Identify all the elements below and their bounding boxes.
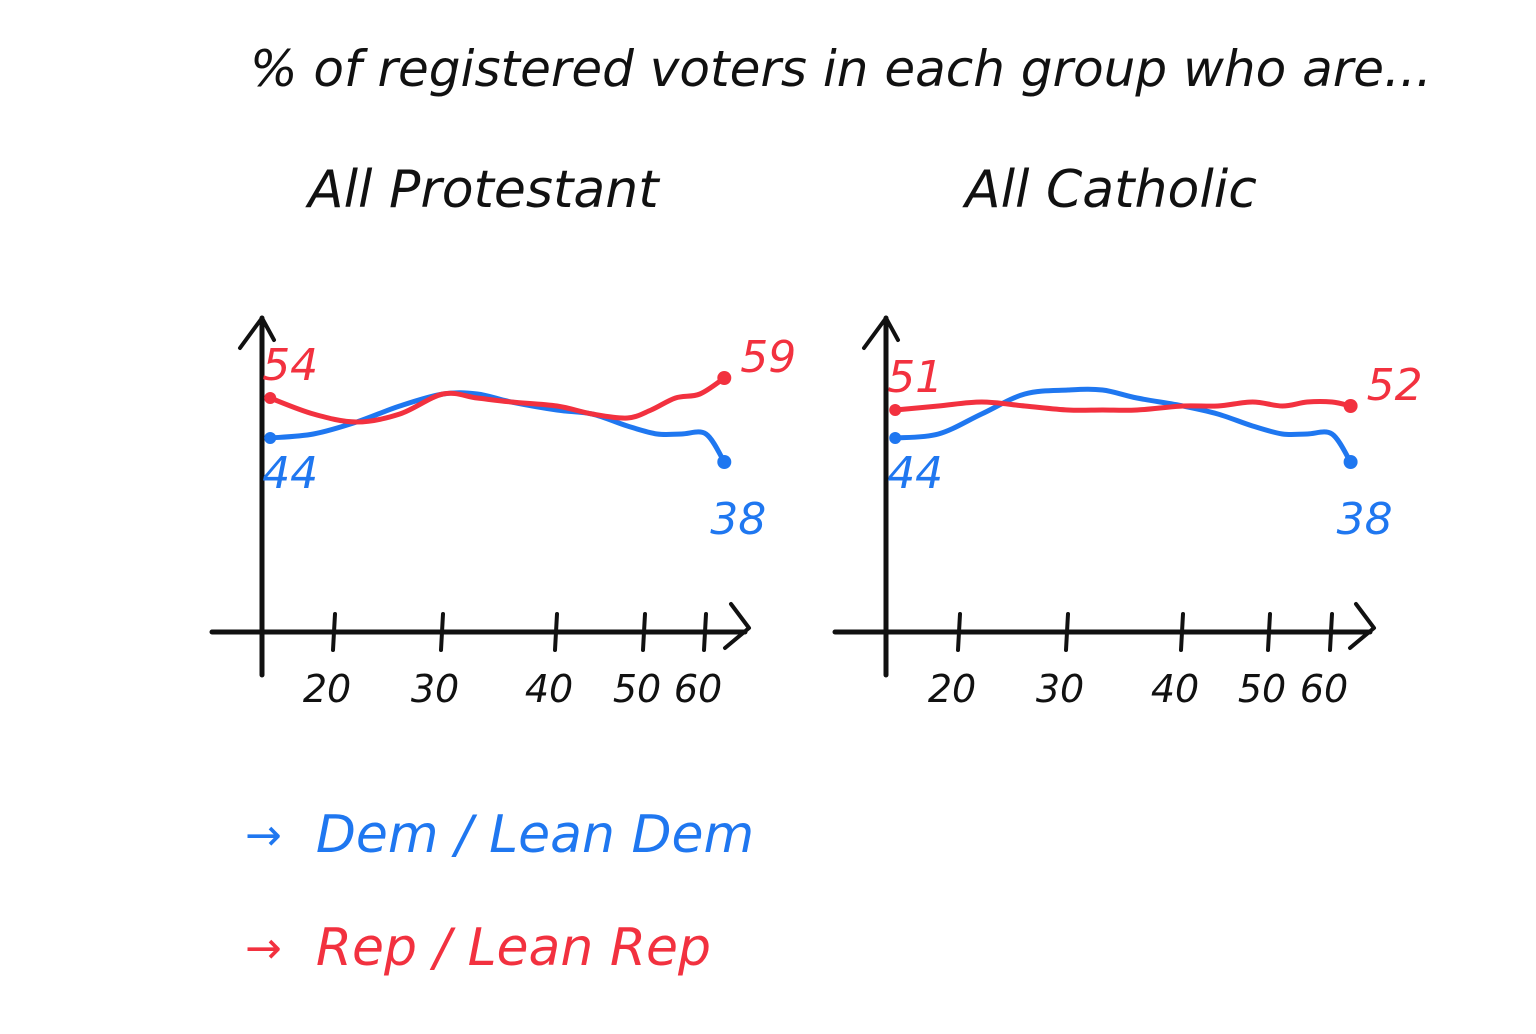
series-start-point-rep xyxy=(889,404,902,416)
series-end-point-dem xyxy=(717,455,732,469)
x-tick xyxy=(702,612,708,652)
x-tick xyxy=(439,612,445,652)
series-end-point-rep xyxy=(1343,399,1358,413)
x-tick xyxy=(1179,612,1185,652)
x-tick-label: 40 xyxy=(525,667,573,711)
series-end-point-dem xyxy=(1343,455,1358,469)
y-axis-arrow-icon xyxy=(238,316,276,350)
start-label-rep: 51 xyxy=(887,352,943,403)
legend-item-rep: → Rep / Lean Rep xyxy=(245,918,711,978)
panel-title-catholic: All Catholic xyxy=(965,160,1257,220)
start-label-dem: 44 xyxy=(887,448,943,499)
legend-label-rep: Rep / Lean Rep xyxy=(315,918,712,978)
end-label-dem: 38 xyxy=(1337,494,1393,545)
series-end-point-rep xyxy=(717,371,732,385)
x-tick-label: 40 xyxy=(1151,667,1199,711)
x-tick xyxy=(1266,612,1272,652)
x-axis-arrow-icon xyxy=(723,602,751,650)
legend-item-dem: → Dem / Lean Dem xyxy=(245,805,754,865)
x-tick-label: 50 xyxy=(613,667,661,711)
x-tick xyxy=(641,612,647,652)
x-tick-label: 60 xyxy=(674,667,722,711)
series-line-rep xyxy=(267,375,727,425)
x-tick-label: 50 xyxy=(1238,667,1286,711)
x-tick-label: 20 xyxy=(928,667,976,711)
x-tick xyxy=(331,612,337,652)
x-tick xyxy=(1328,612,1334,652)
chart-title: % of registered voters in each group who… xyxy=(250,40,1432,98)
series-line-rep xyxy=(892,398,1354,413)
y-axis-arrow-icon xyxy=(862,316,900,350)
x-tick-label: 30 xyxy=(1036,667,1084,711)
series-start-point-dem xyxy=(264,432,277,444)
legend-label-dem: Dem / Lean Dem xyxy=(315,805,755,865)
start-label-rep: 54 xyxy=(262,340,318,391)
series-start-point-dem xyxy=(889,432,902,444)
x-tick xyxy=(1064,612,1070,652)
legend-arrow-icon: → xyxy=(245,922,282,974)
end-label-rep: 52 xyxy=(1367,360,1423,411)
x-tick xyxy=(553,612,559,652)
x-tick xyxy=(956,612,962,652)
start-label-dem: 44 xyxy=(262,448,318,499)
x-tick-label: 20 xyxy=(303,667,351,711)
series-line-dem xyxy=(267,390,727,465)
panel-title-protestant: All Protestant xyxy=(308,160,659,220)
series-start-point-rep xyxy=(264,392,277,404)
end-label-rep: 59 xyxy=(740,332,796,383)
x-tick-label: 60 xyxy=(1300,667,1348,711)
x-axis-arrow-icon xyxy=(1348,602,1376,650)
end-label-dem: 38 xyxy=(710,494,766,545)
series-line-dem xyxy=(892,386,1354,465)
legend-arrow-icon: → xyxy=(245,809,282,861)
x-tick-label: 30 xyxy=(411,667,459,711)
